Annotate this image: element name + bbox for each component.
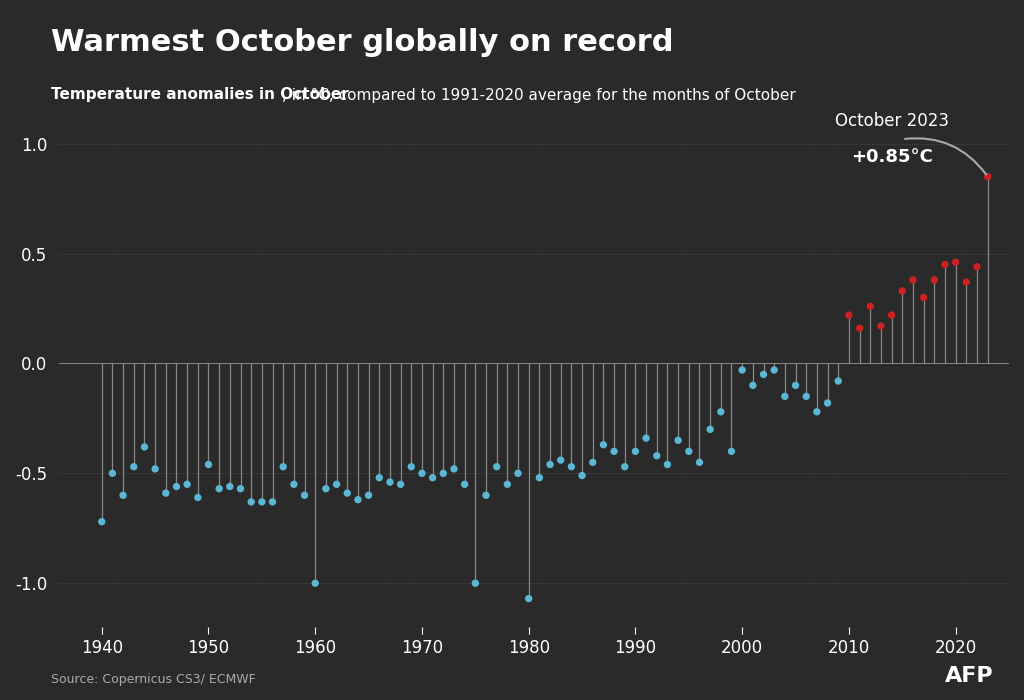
Point (424, 472, 440, 483)
Point (329, 479, 345, 490)
Point (232, 483, 249, 494)
Point (488, 461, 505, 472)
Point (478, 490, 495, 501)
Point (980, 171, 996, 182)
Point (392, 479, 409, 490)
Point (371, 472, 387, 483)
Point (317, 483, 334, 494)
Point (360, 490, 377, 501)
Point (158, 487, 174, 498)
Point (595, 439, 611, 450)
Point (264, 496, 281, 507)
Point (616, 461, 633, 472)
Point (628, 446, 644, 457)
Point (307, 578, 324, 589)
Point (189, 492, 206, 503)
Point (819, 398, 836, 409)
Point (435, 468, 452, 479)
Point (179, 479, 196, 490)
Point (915, 292, 932, 303)
Point (798, 391, 814, 402)
Text: Source: Copernicus CS3/ ECMWF: Source: Copernicus CS3/ ECMWF (51, 673, 256, 686)
Point (926, 274, 942, 286)
Point (884, 309, 900, 321)
Point (766, 365, 782, 376)
Point (723, 446, 739, 457)
Text: +0.85°C: +0.85°C (851, 148, 933, 166)
Point (243, 496, 259, 507)
Point (830, 375, 847, 386)
Point (691, 456, 708, 468)
Point (531, 472, 548, 483)
Point (958, 276, 975, 288)
Point (275, 461, 292, 472)
Point (350, 494, 367, 505)
Text: Warmest October globally on record: Warmest October globally on record (51, 28, 674, 57)
Point (872, 321, 889, 332)
Point (809, 406, 825, 417)
Point (296, 490, 312, 501)
Point (756, 369, 772, 380)
Point (701, 424, 718, 435)
Point (670, 435, 686, 446)
Point (947, 257, 964, 268)
Point (510, 468, 526, 479)
Point (221, 481, 238, 492)
Point (937, 259, 953, 270)
Point (520, 593, 537, 604)
Point (136, 441, 153, 452)
Point (606, 446, 623, 457)
Text: October 2023: October 2023 (835, 113, 948, 130)
Point (659, 459, 676, 470)
Text: , in °C, compared to 1991-2020 average for the months of October: , in °C, compared to 1991-2020 average f… (282, 88, 796, 102)
Point (841, 309, 857, 321)
Point (638, 433, 654, 444)
Point (445, 463, 462, 475)
Point (168, 481, 184, 492)
Point (776, 391, 793, 402)
Point (862, 301, 879, 312)
Point (93, 516, 110, 527)
Point (787, 380, 804, 391)
Point (339, 487, 355, 498)
Point (573, 470, 590, 481)
Point (211, 483, 227, 494)
Point (201, 459, 217, 470)
Point (553, 454, 569, 466)
Text: AFP: AFP (945, 666, 993, 686)
Point (146, 463, 163, 475)
Point (585, 456, 601, 468)
Point (254, 496, 270, 507)
Point (126, 461, 142, 472)
Point (563, 461, 580, 472)
Point (744, 380, 761, 391)
Point (104, 468, 121, 479)
Point (115, 490, 131, 501)
Point (681, 446, 697, 457)
Point (648, 450, 665, 461)
Point (851, 323, 867, 334)
Point (414, 468, 430, 479)
Point (894, 286, 910, 297)
Point (382, 477, 398, 488)
Point (467, 578, 483, 589)
Point (403, 461, 420, 472)
Point (499, 479, 515, 490)
Point (734, 365, 751, 376)
Point (713, 406, 729, 417)
Point (905, 274, 922, 286)
Point (542, 459, 558, 470)
Point (286, 479, 302, 490)
Text: Temperature anomalies in October: Temperature anomalies in October (51, 88, 349, 102)
Point (457, 479, 473, 490)
Point (969, 261, 985, 272)
